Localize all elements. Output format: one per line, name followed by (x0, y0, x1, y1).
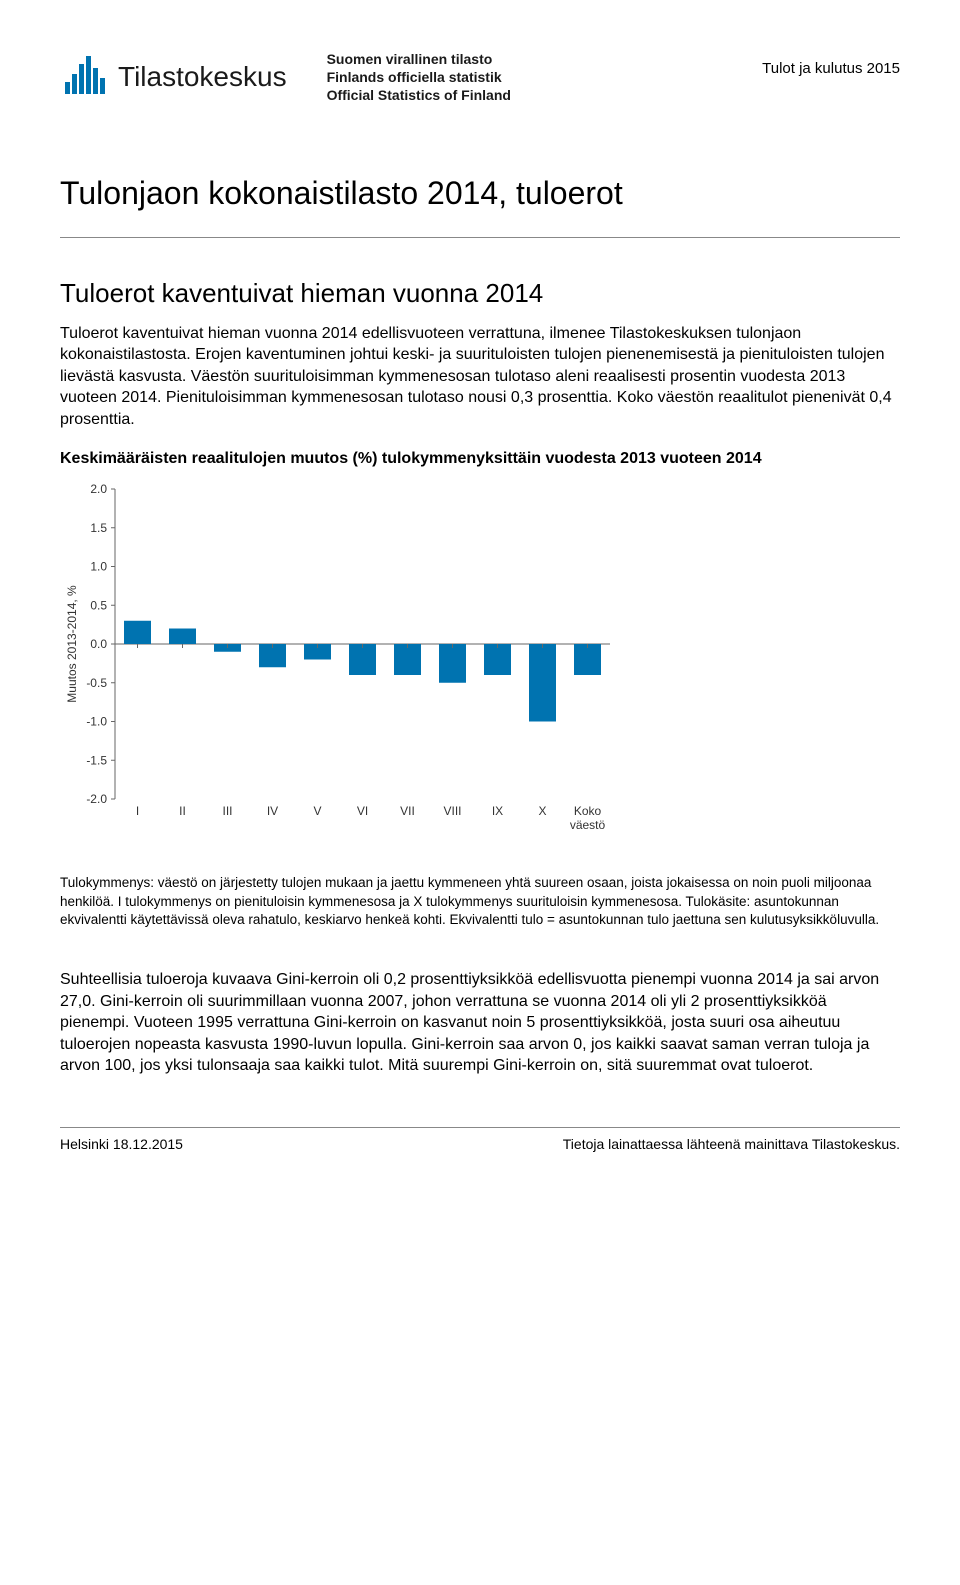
svg-text:väestö: väestö (570, 818, 606, 832)
svg-text:1.0: 1.0 (90, 560, 107, 574)
svg-text:VI: VI (357, 804, 368, 818)
svg-text:Muutos 2013-2014, %: Muutos 2013-2014, % (65, 585, 79, 703)
svg-text:V: V (313, 804, 321, 818)
chart-footnote: Tulokymmenys: väestö on järjestetty tulo… (60, 874, 900, 929)
subtitle: Tuloerot kaventuivat hieman vuonna 2014 (60, 278, 900, 309)
divider (60, 237, 900, 238)
svg-text:III: III (222, 804, 232, 818)
official-stats-en: Official Statistics of Finland (327, 86, 511, 104)
chart-title: Keskimääräisten reaalitulojen muutos (%)… (60, 449, 900, 470)
svg-text:Koko: Koko (574, 804, 602, 818)
svg-text:2.0: 2.0 (90, 482, 107, 496)
page-footer: Helsinki 18.12.2015 Tietoja lainattaessa… (60, 1127, 900, 1152)
bar-chart: -2.0-1.5-1.0-0.50.00.51.01.52.0IIIIIIIVV… (60, 479, 900, 844)
logo-block: Tilastokeskus (60, 52, 287, 102)
official-stats-block: Suomen virallinen tilasto Finlands offic… (327, 50, 511, 105)
svg-text:X: X (538, 804, 546, 818)
svg-text:VIII: VIII (443, 804, 461, 818)
svg-text:IX: IX (492, 804, 503, 818)
official-stats-fi: Suomen virallinen tilasto (327, 50, 511, 68)
svg-text:0.0: 0.0 (90, 637, 107, 651)
official-stats-sv: Finlands officiella statistik (327, 68, 511, 86)
category-label: Tulot ja kulutus 2015 (762, 60, 900, 77)
logo-text: Tilastokeskus (118, 61, 287, 93)
svg-text:-0.5: -0.5 (86, 676, 107, 690)
page-header: Tilastokeskus Suomen virallinen tilasto … (60, 50, 900, 105)
svg-text:1.5: 1.5 (90, 521, 107, 535)
footer-attribution: Tietoja lainattaessa lähteenä mainittava… (563, 1136, 900, 1152)
paragraph-1: Tuloerot kaventuivat hieman vuonna 2014 … (60, 323, 900, 431)
svg-text:-1.0: -1.0 (86, 715, 107, 729)
svg-text:-1.5: -1.5 (86, 754, 107, 768)
svg-text:VII: VII (400, 804, 415, 818)
svg-text:II: II (179, 804, 186, 818)
footer-date: Helsinki 18.12.2015 (60, 1136, 183, 1152)
svg-text:-2.0: -2.0 (86, 792, 107, 806)
tilastokeskus-logo-icon (60, 52, 110, 102)
svg-text:IV: IV (267, 804, 278, 818)
svg-text:I: I (136, 804, 139, 818)
svg-text:0.5: 0.5 (90, 599, 107, 613)
paragraph-2: Suhteellisia tuloeroja kuvaava Gini-kerr… (60, 969, 900, 1077)
header-left: Tilastokeskus Suomen virallinen tilasto … (60, 50, 511, 105)
page-title: Tulonjaon kokonaistilasto 2014, tuloerot (60, 175, 900, 212)
